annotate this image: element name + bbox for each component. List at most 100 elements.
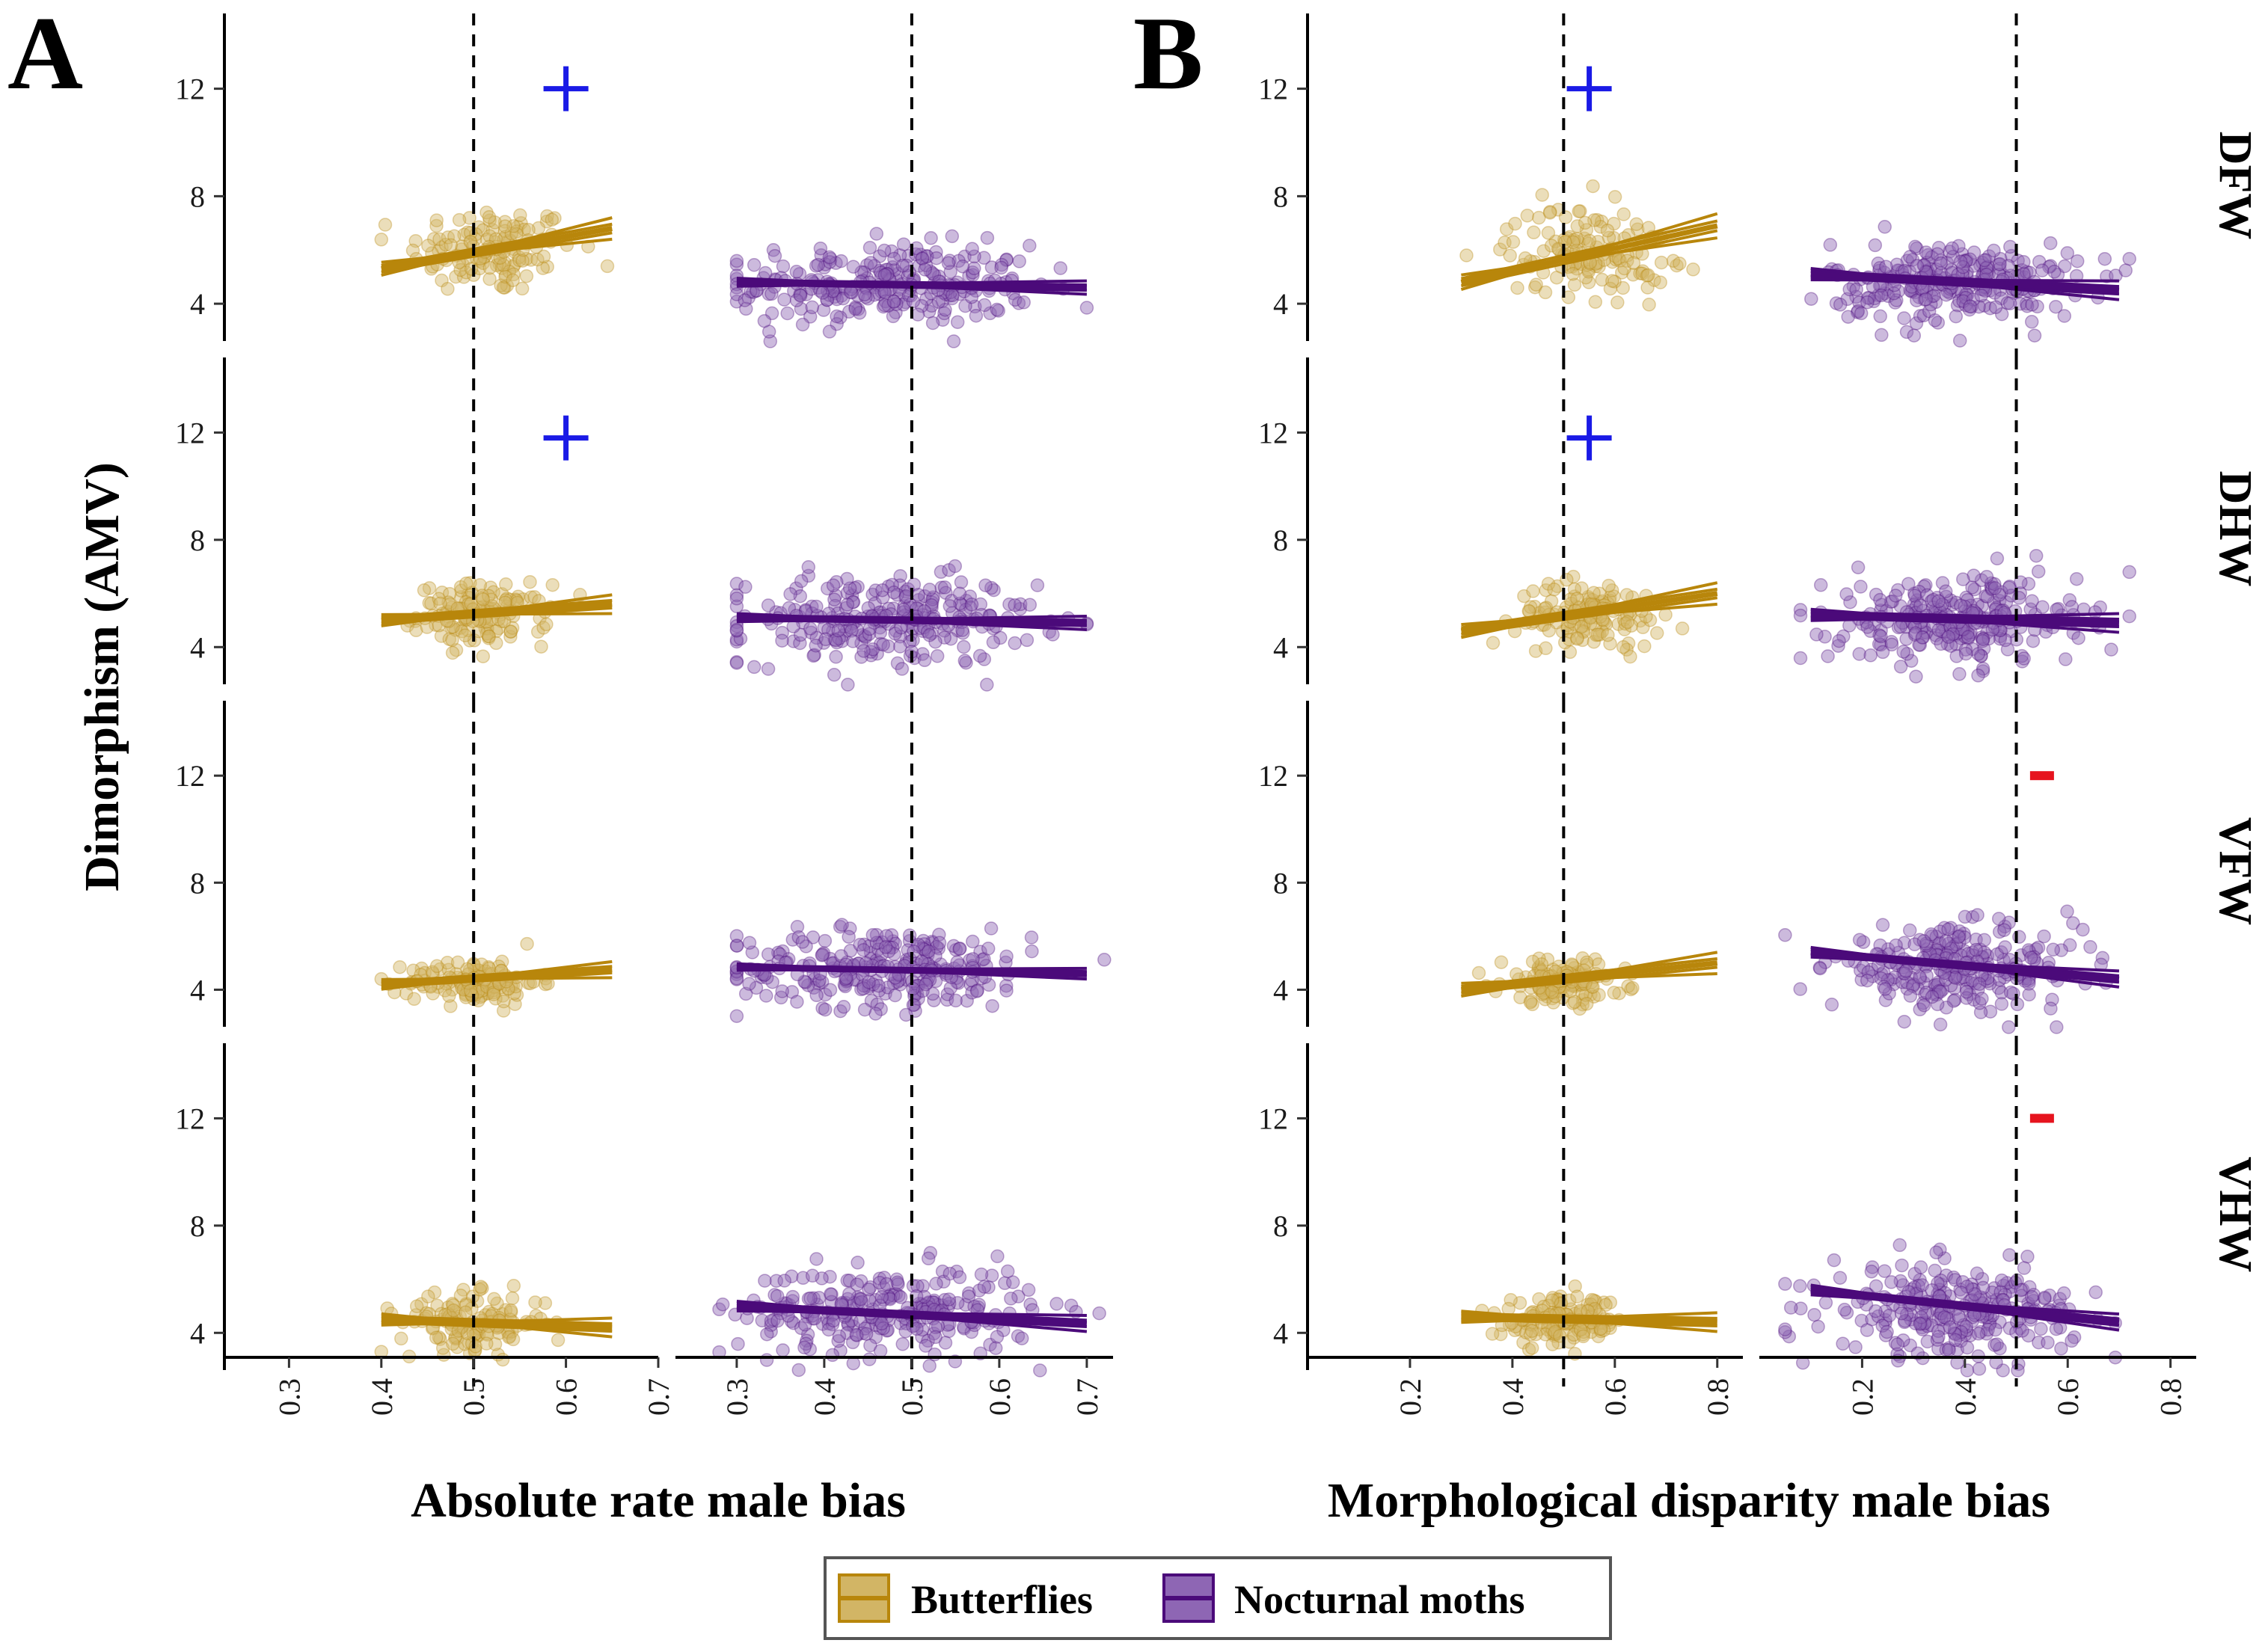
data-point-moths [806,930,821,945]
data-point-moths [818,933,833,948]
y-tick-label: 12 [1258,1102,1288,1135]
data-point-butterflies [478,621,493,636]
data-point-butterflies [409,623,423,638]
data-point-moths [846,595,861,609]
data-point-moths [1818,1295,1833,1310]
data-point-butterflies [1582,233,1597,248]
data-point-butterflies [1576,1329,1590,1344]
data-point-moths [875,935,889,950]
y-tick-label: 8 [1273,866,1288,900]
data-point-butterflies [498,593,513,607]
data-point-moths [775,633,789,648]
data-point-butterflies [1620,615,1634,630]
data-point-moths [761,947,776,962]
data-point-moths [789,293,804,307]
data-point-moths [2070,254,2085,268]
x-axis-title-b: Morphological disparity male bias [1328,1473,2050,1528]
data-point-moths [840,973,854,988]
data-point-moths [813,241,828,256]
y-axis-title: Dimorphism (AMV) [75,462,129,891]
data-point-moths [937,306,951,321]
y-tick-label: 12 [175,416,205,449]
data-point-moths [884,928,899,942]
data-point-moths [876,590,890,605]
data-point-moths [920,249,934,264]
data-point-butterflies [482,260,497,275]
data-point-moths [1952,334,1967,348]
data-point-moths [922,583,937,597]
data-point-moths [965,986,979,1000]
data-point-moths [880,980,895,995]
data-point-moths [1969,942,1983,957]
data-point-butterflies [1619,588,1634,602]
data-point-butterflies [443,597,457,612]
data-point-moths [822,250,837,265]
data-point-moths [1868,238,1883,253]
data-point-moths [889,305,903,320]
y-tick-label: 8 [190,1209,205,1243]
data-point-moths [877,268,892,283]
data-point-moths [875,583,889,598]
data-point-moths [1880,1324,1894,1339]
data-point-moths [1902,923,1917,938]
data-point-butterflies [489,258,504,273]
data-point-moths [925,266,940,280]
data-point-butterflies [414,961,429,976]
data-point-moths [830,292,845,307]
data-point-butterflies [506,1332,521,1347]
data-point-moths [785,933,800,947]
data-point-moths [1851,560,1866,574]
data-point-moths [892,578,907,592]
data-point-butterflies [1524,1341,1539,1355]
legend-key-moths [1162,1573,1215,1623]
legend-key-butterflies [838,1573,890,1623]
data-point-moths [1021,1283,1036,1298]
data-point-butterflies [1626,256,1641,270]
data-point-moths [916,624,931,639]
data-point-moths [916,933,931,948]
data-point-moths [1893,619,1908,634]
fit-line-butterflies [381,601,613,623]
data-point-moths [919,249,934,263]
data-point-butterflies [494,261,509,275]
data-point-moths [863,945,878,960]
fit-band-line-butterflies [381,231,613,274]
data-point-moths [881,639,895,654]
data-point-moths [797,1340,812,1355]
data-point-moths [1913,598,1928,612]
data-point-moths [824,1287,838,1301]
data-point-butterflies [1526,584,1540,598]
data-point-moths [2017,254,2031,269]
data-point-moths [869,936,884,950]
data-point-moths [963,977,978,992]
data-point-moths [843,921,857,936]
data-point-moths [929,1277,943,1291]
data-point-moths [801,568,816,583]
data-point-butterflies [421,1289,435,1303]
data-point-moths [917,589,932,604]
data-point-moths [864,952,878,966]
data-point-butterflies [1510,280,1524,295]
data-point-moths [907,577,922,592]
data-point-butterflies [1494,955,1509,969]
data-point-moths [872,263,887,278]
data-point-moths [2024,315,2039,329]
data-point-butterflies [454,590,468,604]
data-point-moths [942,562,956,577]
data-point-moths [913,248,928,262]
data-point-moths [960,993,974,1008]
data-point-moths [729,295,744,309]
data-point-moths [922,304,937,319]
data-point-butterflies [476,223,491,237]
data-point-moths [954,598,969,612]
data-point-butterflies [482,961,497,976]
data-point-moths [936,313,950,327]
y-tick-label: 12 [1258,759,1288,793]
x-tick-label: 0.4 [808,1378,842,1416]
data-point-moths [959,655,973,670]
data-point-moths [760,1327,774,1342]
data-point-moths [791,930,806,945]
data-point-moths [924,231,938,245]
data-point-moths [896,602,911,617]
data-point-moths [1928,313,1943,328]
